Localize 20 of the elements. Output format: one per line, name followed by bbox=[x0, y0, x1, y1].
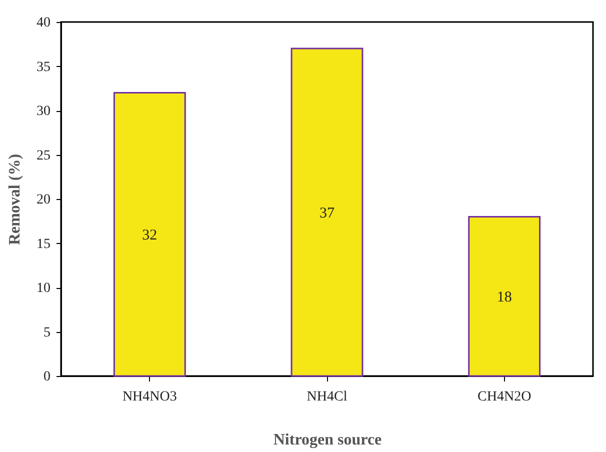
x-tick-label: NH4Cl bbox=[306, 390, 348, 404]
y-tick-label: 10 bbox=[36, 281, 50, 296]
y-tick-label: 25 bbox=[36, 148, 50, 164]
data-label: 18 bbox=[496, 289, 512, 306]
x-tick-label: NH4NO3 bbox=[122, 390, 177, 404]
bar bbox=[290, 48, 364, 377]
y-tick-label: 35 bbox=[36, 60, 50, 75]
x-axis-title: Nitrogen source bbox=[273, 432, 382, 448]
y-tick-label: 5 bbox=[44, 325, 50, 340]
bar bbox=[468, 216, 541, 377]
y-tick-label: 20 bbox=[36, 192, 50, 208]
y-tick-label: 40 bbox=[36, 16, 50, 30]
bar bbox=[113, 92, 186, 377]
y-tick-label: 15 bbox=[36, 236, 50, 252]
data-label: 32 bbox=[142, 227, 158, 244]
y-axis-title: Removal (%) bbox=[6, 154, 24, 246]
data-label: 37 bbox=[320, 205, 335, 222]
y-tick-label: 0 bbox=[44, 370, 50, 384]
x-tick-label: CH4N2O bbox=[477, 390, 532, 404]
y-tick-label: 30 bbox=[36, 104, 50, 119]
